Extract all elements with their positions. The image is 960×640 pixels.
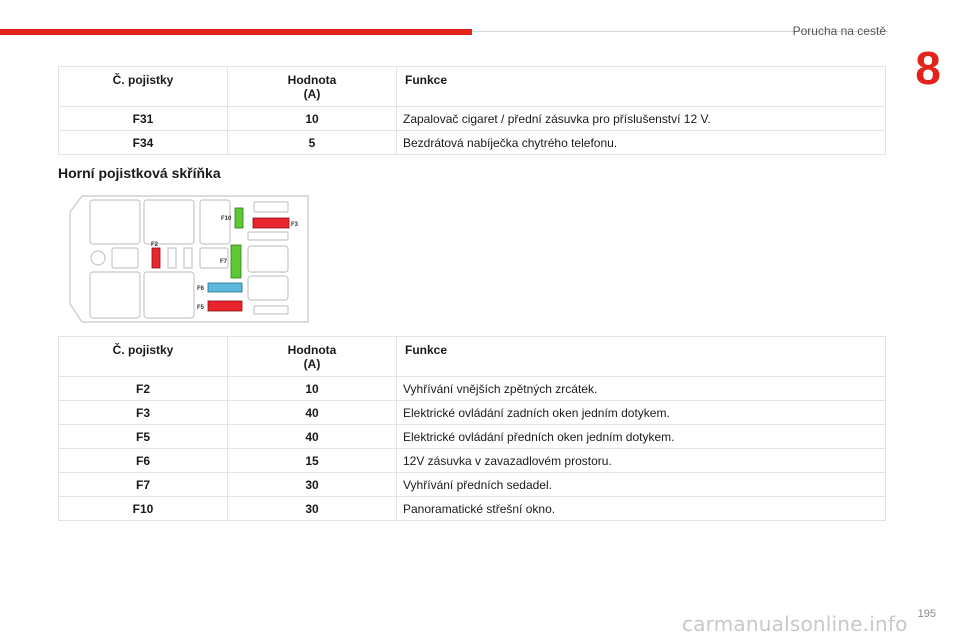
table-row: F5 40 Elektrické ovládání předních oken … xyxy=(58,424,886,449)
label-f6: F6 xyxy=(197,286,205,292)
connector-outline xyxy=(90,250,106,266)
table-row: F31 10 Zapalovač cigaret / přední zásuvk… xyxy=(58,106,886,131)
fuse-value: 30 xyxy=(227,496,397,521)
fuse-value: 5 xyxy=(227,130,397,155)
fuse-number: F2 xyxy=(58,376,228,401)
label-f2: F2 xyxy=(151,242,159,248)
fuse-f5 xyxy=(207,300,243,312)
relay-outline xyxy=(247,275,289,301)
fuse-number: F31 xyxy=(58,106,228,131)
fuse-box-outline xyxy=(69,195,309,323)
fuse-value: 15 xyxy=(227,448,397,473)
slot-outline xyxy=(183,247,193,269)
fuse-function: Zapalovač cigaret / přední zásuvka pro p… xyxy=(396,106,886,131)
fuse-value: 40 xyxy=(227,400,397,425)
header-value-line2: (A) xyxy=(303,357,321,371)
header-value-line1: Hodnota xyxy=(287,73,337,87)
watermark: carmanualsonline.info xyxy=(682,612,908,636)
header-function: Funkce xyxy=(396,66,886,107)
fuse-number: F10 xyxy=(58,496,228,521)
relay-outline xyxy=(111,247,139,269)
table-row: F6 15 12V zásuvka v zavazadlovém prostor… xyxy=(58,448,886,473)
table-row: F7 30 Vyhřívání předních sedadel. xyxy=(58,472,886,497)
slot-outline xyxy=(167,247,177,269)
header-value-line2: (A) xyxy=(303,87,321,101)
section-title: Porucha na cestě xyxy=(792,24,886,38)
fuse-f2 xyxy=(151,247,161,269)
header-value: Hodnota (A) xyxy=(227,336,397,377)
page-number: 195 xyxy=(917,608,936,620)
fuse-box-diagram: F10 F3 F2 F7 F6 F5 xyxy=(69,195,309,323)
table-row: F34 5 Bezdrátová nabíječka chytrého tele… xyxy=(58,130,886,155)
relay-outline xyxy=(89,199,141,245)
fuse-number: F3 xyxy=(58,400,228,425)
fuse-table-1: Č. pojistky Hodnota (A) Funkce F31 10 Za… xyxy=(58,66,886,155)
fuse-function: Elektrické ovládání předních oken jedním… xyxy=(396,424,886,449)
fuse-value: 10 xyxy=(227,106,397,131)
fuse-function: 12V zásuvka v zavazadlovém prostoru. xyxy=(396,448,886,473)
fuse-value: 10 xyxy=(227,376,397,401)
relay-outline xyxy=(199,199,231,245)
label-f5: F5 xyxy=(197,305,205,311)
table-header-row: Č. pojistky Hodnota (A) Funkce xyxy=(58,336,886,377)
fuse-number: F6 xyxy=(58,448,228,473)
fuse-f7 xyxy=(230,244,242,279)
slot-outline xyxy=(247,231,289,241)
relay-outline xyxy=(143,271,195,319)
relay-outline xyxy=(199,247,229,269)
fuse-function: Vyhřívání vnějších zpětných zrcátek. xyxy=(396,376,886,401)
fuse-number: F5 xyxy=(58,424,228,449)
fuse-function: Panoramatické střešní okno. xyxy=(396,496,886,521)
header-fuse: Č. pojistky xyxy=(58,66,228,107)
fuse-function: Bezdrátová nabíječka chytrého telefonu. xyxy=(396,130,886,155)
subsection-title: Horní pojistková skříňka xyxy=(58,165,221,181)
label-f10: F10 xyxy=(221,216,232,222)
fuse-f10 xyxy=(234,207,244,229)
label-f3: F3 xyxy=(291,222,299,228)
fuse-value: 30 xyxy=(227,472,397,497)
fuse-number: F7 xyxy=(58,472,228,497)
header-red-bar xyxy=(0,29,472,35)
table-row: F10 30 Panoramatické střešní okno. xyxy=(58,496,886,521)
fuse-table-2: Č. pojistky Hodnota (A) Funkce F2 10 Vyh… xyxy=(58,336,886,521)
header-value: Hodnota (A) xyxy=(227,66,397,107)
header-value-line1: Hodnota xyxy=(287,343,337,357)
relay-outline xyxy=(143,199,195,245)
relay-outline xyxy=(89,271,141,319)
fuse-f3 xyxy=(252,217,290,229)
chapter-number: 8 xyxy=(915,42,941,94)
slot-outline xyxy=(253,305,289,315)
label-f7: F7 xyxy=(220,259,228,265)
fuse-value: 40 xyxy=(227,424,397,449)
fuse-function: Vyhřívání předních sedadel. xyxy=(396,472,886,497)
fuse-number: F34 xyxy=(58,130,228,155)
relay-outline xyxy=(247,245,289,273)
header-function: Funkce xyxy=(396,336,886,377)
slot-outline xyxy=(253,201,289,213)
header-fuse: Č. pojistky xyxy=(58,336,228,377)
header-rule xyxy=(472,31,888,32)
fuse-function: Elektrické ovládání zadních oken jedním … xyxy=(396,400,886,425)
table-row: F2 10 Vyhřívání vnějších zpětných zrcáte… xyxy=(58,376,886,401)
fuse-f6 xyxy=(207,282,243,293)
table-row: F3 40 Elektrické ovládání zadních oken j… xyxy=(58,400,886,425)
table-header-row: Č. pojistky Hodnota (A) Funkce xyxy=(58,66,886,107)
